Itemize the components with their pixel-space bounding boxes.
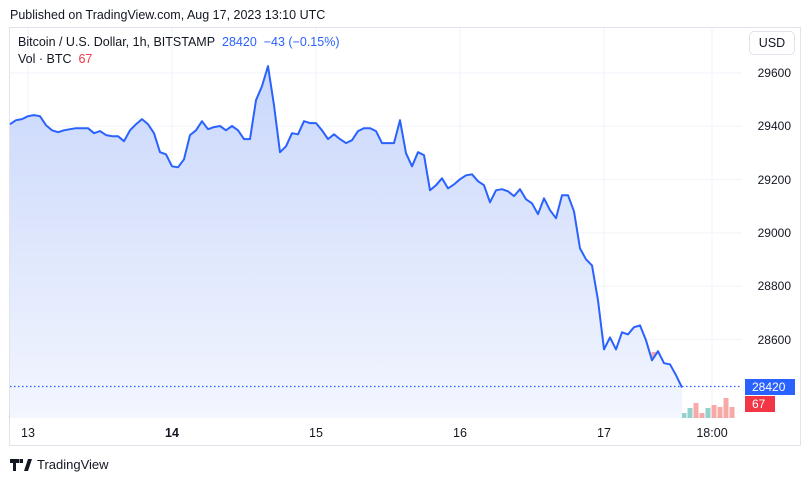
price-axis-label: 29600 bbox=[757, 66, 791, 80]
price-axis-label: 29400 bbox=[757, 119, 791, 134]
price-axis-label: 28600 bbox=[757, 332, 791, 347]
price-axis-label: 28800 bbox=[757, 279, 791, 294]
time-axis-label: 15 bbox=[309, 426, 323, 440]
last-volume-tag: 67 bbox=[745, 396, 775, 412]
legend-symbol-row: Bitcoin / U.S. Dollar, 1h, BITSTAMP 2842… bbox=[18, 35, 339, 49]
symbol-label: Bitcoin / U.S. Dollar, 1h, BITSTAMP bbox=[18, 35, 216, 49]
tradingview-logo-icon bbox=[10, 458, 32, 471]
last-price: 28420 bbox=[222, 35, 257, 49]
brand-name: TradingView bbox=[37, 457, 109, 472]
price-line bbox=[9, 65, 683, 388]
time-axis-label: 18:00 bbox=[696, 426, 728, 440]
volume-value: 67 bbox=[78, 52, 93, 66]
time-axis-label: 13 bbox=[21, 426, 35, 440]
volume-label: Vol · BTC bbox=[18, 52, 72, 66]
price-axis-label: 29200 bbox=[757, 172, 791, 187]
time-axis-label: 14 bbox=[165, 426, 179, 440]
currency-button[interactable]: USD bbox=[749, 31, 795, 55]
price-axis-label: 29000 bbox=[757, 225, 791, 240]
price-area bbox=[10, 66, 682, 418]
time-axis-label: 16 bbox=[453, 426, 467, 440]
published-caption: Published on TradingView.com, Aug 17, 20… bbox=[10, 8, 326, 22]
legend-volume-row: Vol · BTC 67 bbox=[18, 52, 92, 66]
tradingview-brand[interactable]: TradingView bbox=[10, 457, 109, 472]
price-change: −43 (−0.15%) bbox=[263, 35, 340, 49]
time-axis-label: 17 bbox=[597, 426, 611, 440]
last-price-tag: 28420 bbox=[745, 379, 795, 395]
